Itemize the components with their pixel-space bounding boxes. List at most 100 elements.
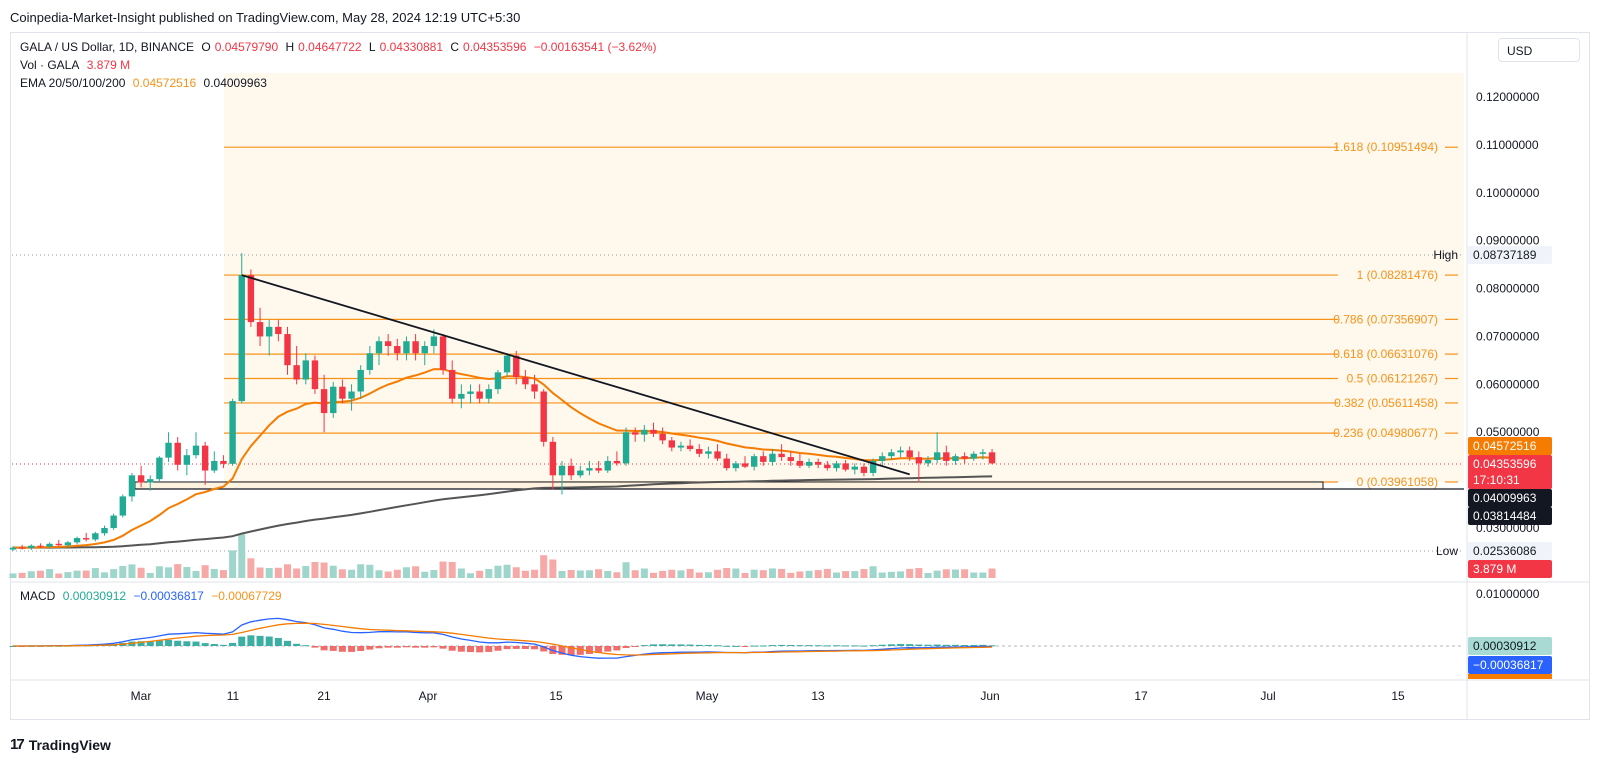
ema-200-line [13,475,993,549]
ema-legend: EMA 20/50/100/200 0.04572516 0.04009963 [20,76,271,90]
candle-body [961,456,968,459]
volume-bar [704,572,712,578]
volume-bar [979,572,987,578]
volume-bar [640,568,648,578]
candle-body [266,326,273,337]
low-marker-label: Low [1436,544,1458,558]
candle-body [677,445,685,448]
macd-histogram-bar [823,645,831,647]
macd-line-price-box [1468,656,1552,674]
volume-bar [714,569,722,578]
candle-body [302,360,309,380]
price-tick-label: 0.10000000 [1476,186,1540,200]
macd-histogram-bar [540,646,548,652]
candle-body [403,341,410,354]
volume-bar [540,555,548,578]
time-tick-label: 13 [811,689,825,703]
volume-bar [302,566,310,578]
macd-histogram-bar [622,646,630,649]
support-price-box [1468,507,1552,525]
symbol-name: GALA / US Dollar, 1D, BINANCE [20,40,195,54]
ema-20-line [12,368,993,549]
macd-histogram-bar [137,641,145,646]
candle-body [439,336,447,370]
volume-bar [146,572,154,578]
candle-body [851,466,858,470]
candle-body [796,460,804,466]
volume-bar [293,568,301,578]
candle-body [732,463,740,469]
volume-bar [558,571,566,578]
candle-body [503,355,511,373]
volume-bar [46,569,54,578]
chart-frame[interactable] [10,32,1590,720]
macd-histogram-bar [494,646,502,651]
candle-body [879,456,886,461]
candle-body [412,341,419,354]
macd-histogram-bar [521,646,529,649]
macd-histogram-bar [219,644,227,646]
volume-bar [73,570,81,578]
fib-level-label: 0.5 (0.06121267) [1347,372,1438,386]
macd-histogram-bar [210,643,218,646]
volume-bar [814,570,822,578]
macd-histogram-bar [750,645,758,647]
volume-bar [256,567,264,578]
macd-histogram-bar [247,635,255,646]
volume-bar [768,568,776,578]
candle-body [366,353,374,370]
candle-body [760,456,767,462]
candle-body [577,470,584,476]
macd-histogram-bar [338,646,346,652]
candle-body [696,448,703,454]
currency-button[interactable]: USD [1498,38,1580,62]
volume-bar [384,571,392,578]
macd-histogram-bar [988,645,996,647]
price-tick-label: 0.12000000 [1476,90,1540,104]
candle-body [769,453,776,462]
macd-hist-value: 0.00030912 [62,589,127,603]
candle-body [375,341,383,354]
macd-histogram-bar [256,635,264,646]
macd-histogram-bar [787,644,795,646]
volume-bar [585,570,593,578]
macd-histogram-bar [796,645,804,647]
macd-histogram-bar [512,646,520,649]
volume-bar [274,567,282,578]
volume-bar [759,570,767,578]
candle-body [741,463,749,467]
candle-body [348,391,355,399]
macd-histogram-bar [686,644,694,646]
macd-signal-value: −0.00067729 [211,589,282,603]
candle-body [192,445,200,456]
low-value: 0.04330881 [379,40,444,54]
macd-histogram-bar [842,645,850,647]
ema200-price-text: 0.04009963 [1473,491,1537,505]
volume-bar [622,562,630,578]
candle-body [339,386,346,399]
volume-bar [915,568,923,578]
macd-histogram-bar [402,646,410,648]
volume-bar [238,534,246,578]
macd-histogram-bar [311,646,319,648]
volume-bar [778,568,786,578]
macd-histogram-bar [567,646,575,656]
volume-bar [512,567,520,578]
macd-histogram-bar [833,645,840,647]
price-tick-label: 0.07000000 [1476,329,1540,343]
volume-bar [366,564,374,578]
time-tick-label: 21 [317,689,331,703]
time-tick-label: May [696,689,719,703]
candle-body [686,445,694,449]
high-price-box [1468,246,1552,264]
candle-body [622,432,630,464]
macd-histogram-bar [329,646,337,651]
volume-bar [521,570,529,578]
volume-label: Vol · GALA [20,58,80,72]
candle-body [165,442,172,458]
volume-bar [430,570,438,578]
publish-header: Coinpedia-Market-Insight published on Tr… [10,10,521,25]
macd-histogram-bar [467,646,474,653]
macd-histogram-bar [357,646,365,651]
